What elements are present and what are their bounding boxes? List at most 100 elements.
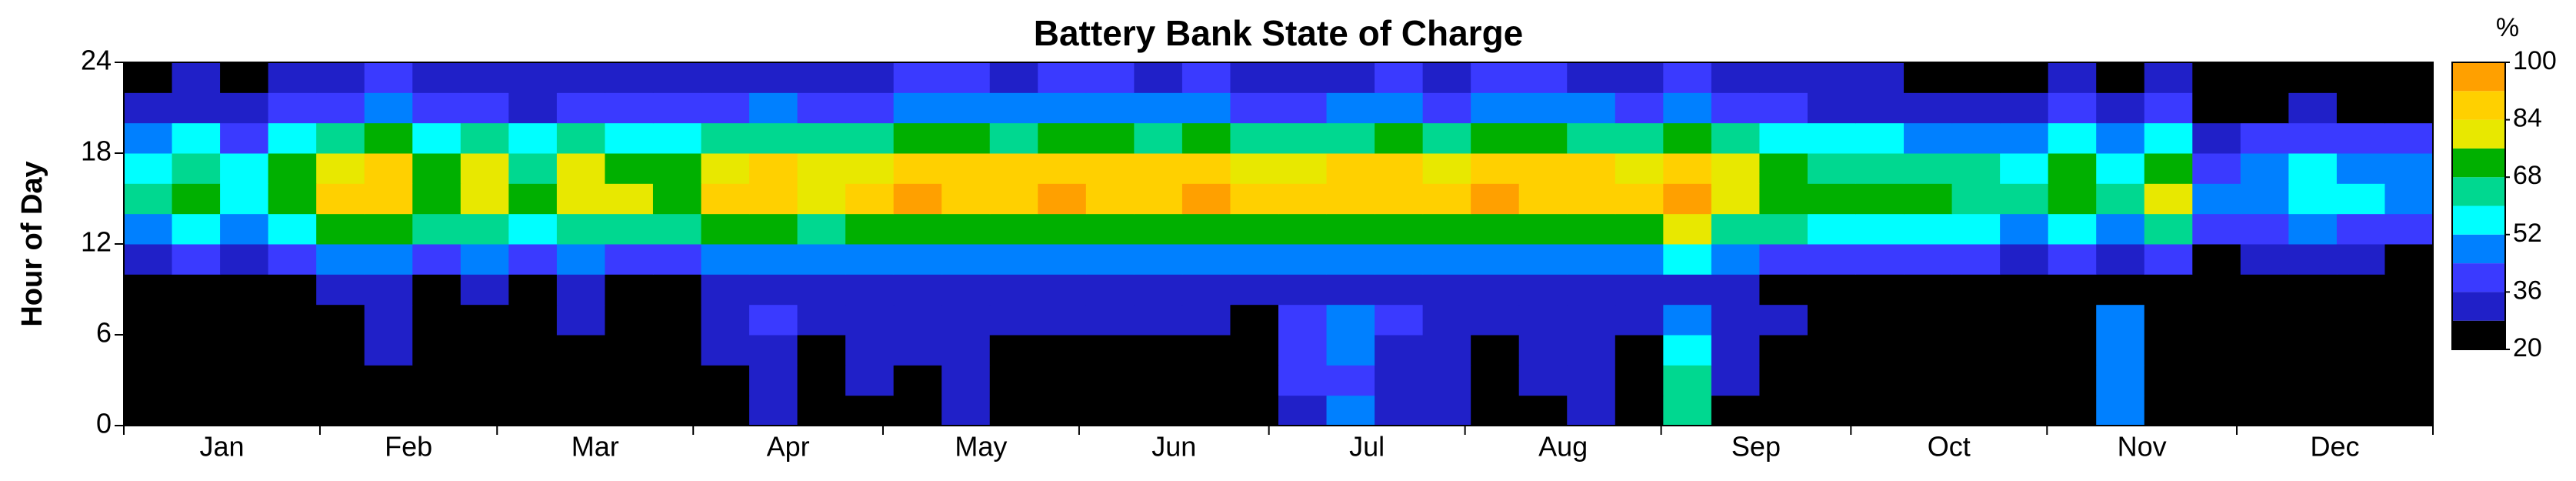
y-tick-label: 18: [81, 135, 112, 167]
heat-cell: [701, 244, 750, 275]
heat-cell: [1085, 274, 1135, 306]
heat-cell: [1134, 153, 1183, 184]
heat-cell: [1759, 122, 1808, 154]
colorbar-band: [2452, 234, 2505, 264]
heat-cell: [941, 153, 991, 184]
heat-cell: [2288, 274, 2338, 306]
heat-cell: [124, 92, 173, 124]
heat-cell: [1230, 274, 1279, 306]
heat-cell: [1326, 274, 1375, 306]
heat-cell: [1278, 92, 1328, 124]
heat-cell: [1518, 395, 1568, 426]
heat-cell: [1278, 335, 1328, 366]
heat-cell: [508, 335, 558, 366]
heat-cell: [2240, 122, 2289, 154]
heat-cell: [220, 153, 269, 184]
heat-cell: [268, 335, 317, 366]
heat-cell: [1711, 244, 1760, 275]
heat-cell: [749, 122, 798, 154]
x-tick-label: Dec: [2311, 431, 2360, 463]
heat-cell: [1471, 213, 1520, 245]
heat-cell: [701, 92, 750, 124]
heat-cell: [605, 122, 654, 154]
heat-cell: [2048, 244, 2097, 275]
heat-cell: [652, 304, 701, 336]
heat-cell: [220, 122, 269, 154]
heat-cell: [2000, 183, 2049, 215]
heat-cell: [845, 62, 895, 93]
colorbar-tick-label: 100: [2513, 46, 2557, 75]
heat-cell: [316, 183, 365, 215]
heat-cell: [1951, 244, 2001, 275]
heat-cell: [2048, 213, 2097, 245]
heat-cell: [2288, 213, 2338, 245]
heat-cell: [1230, 92, 1279, 124]
heat-cell: [1855, 395, 1905, 426]
heat-cell: [412, 92, 462, 124]
heat-cell: [1615, 153, 1664, 184]
heat-cell: [1038, 395, 1087, 426]
heat-cell: [268, 153, 317, 184]
heat-cell: [797, 183, 846, 215]
heat-cell: [1230, 335, 1279, 366]
heat-cell: [2288, 183, 2338, 215]
heat-cell: [412, 304, 462, 336]
heat-cell: [124, 153, 173, 184]
heat-cell: [1134, 395, 1183, 426]
heat-cell: [1904, 304, 1953, 336]
heat-cell: [652, 62, 701, 93]
heat-cell: [1759, 335, 1808, 366]
heat-cell: [2144, 122, 2193, 154]
heat-cell: [460, 395, 509, 426]
heat-cell: [172, 183, 221, 215]
heat-cell: [749, 153, 798, 184]
heat-cell: [2240, 335, 2289, 366]
heat-cell: [1711, 122, 1760, 154]
heat-cell: [412, 365, 462, 396]
heat-cell: [989, 304, 1038, 336]
heat-cell: [1230, 213, 1279, 245]
heat-cell: [1759, 62, 1808, 93]
heat-cell: [316, 365, 365, 396]
heat-cell: [172, 122, 221, 154]
heat-cell: [172, 62, 221, 93]
heat-cell: [605, 92, 654, 124]
heat-cell: [316, 274, 365, 306]
colorbar-band: [2452, 292, 2505, 321]
heat-cell: [2048, 335, 2097, 366]
heat-cell: [2144, 274, 2193, 306]
heat-cell: [2192, 183, 2241, 215]
heat-cell: [220, 213, 269, 245]
heat-cell: [1038, 274, 1087, 306]
heat-cell: [1951, 365, 2001, 396]
heat-cell: [2000, 335, 2049, 366]
heat-cell: [556, 213, 605, 245]
x-tick-label: Jul: [1349, 431, 1385, 463]
heat-cell: [2000, 395, 2049, 426]
heat-cell: [2000, 153, 2049, 184]
heat-cell: [1375, 62, 1424, 93]
heat-cell: [845, 365, 895, 396]
heat-cell: [749, 244, 798, 275]
heat-cell: [508, 153, 558, 184]
heat-cell: [1759, 395, 1808, 426]
heat-cell: [749, 304, 798, 336]
heat-cell: [1375, 365, 1424, 396]
heat-cell: [364, 92, 413, 124]
heat-cell: [1471, 92, 1520, 124]
heat-cell: [556, 92, 605, 124]
heat-cell: [1134, 92, 1183, 124]
heat-cell: [1615, 335, 1664, 366]
heat-cell: [701, 304, 750, 336]
heat-cell: [1230, 62, 1279, 93]
heat-cell: [2096, 122, 2145, 154]
heat-cell: [172, 274, 221, 306]
heat-cell: [893, 213, 942, 245]
heat-cell: [797, 304, 846, 336]
heat-cell: [845, 244, 895, 275]
heat-cell: [1759, 244, 1808, 275]
heat-cell: [364, 274, 413, 306]
x-tick-label: Aug: [1538, 431, 1588, 463]
heat-cell: [268, 62, 317, 93]
